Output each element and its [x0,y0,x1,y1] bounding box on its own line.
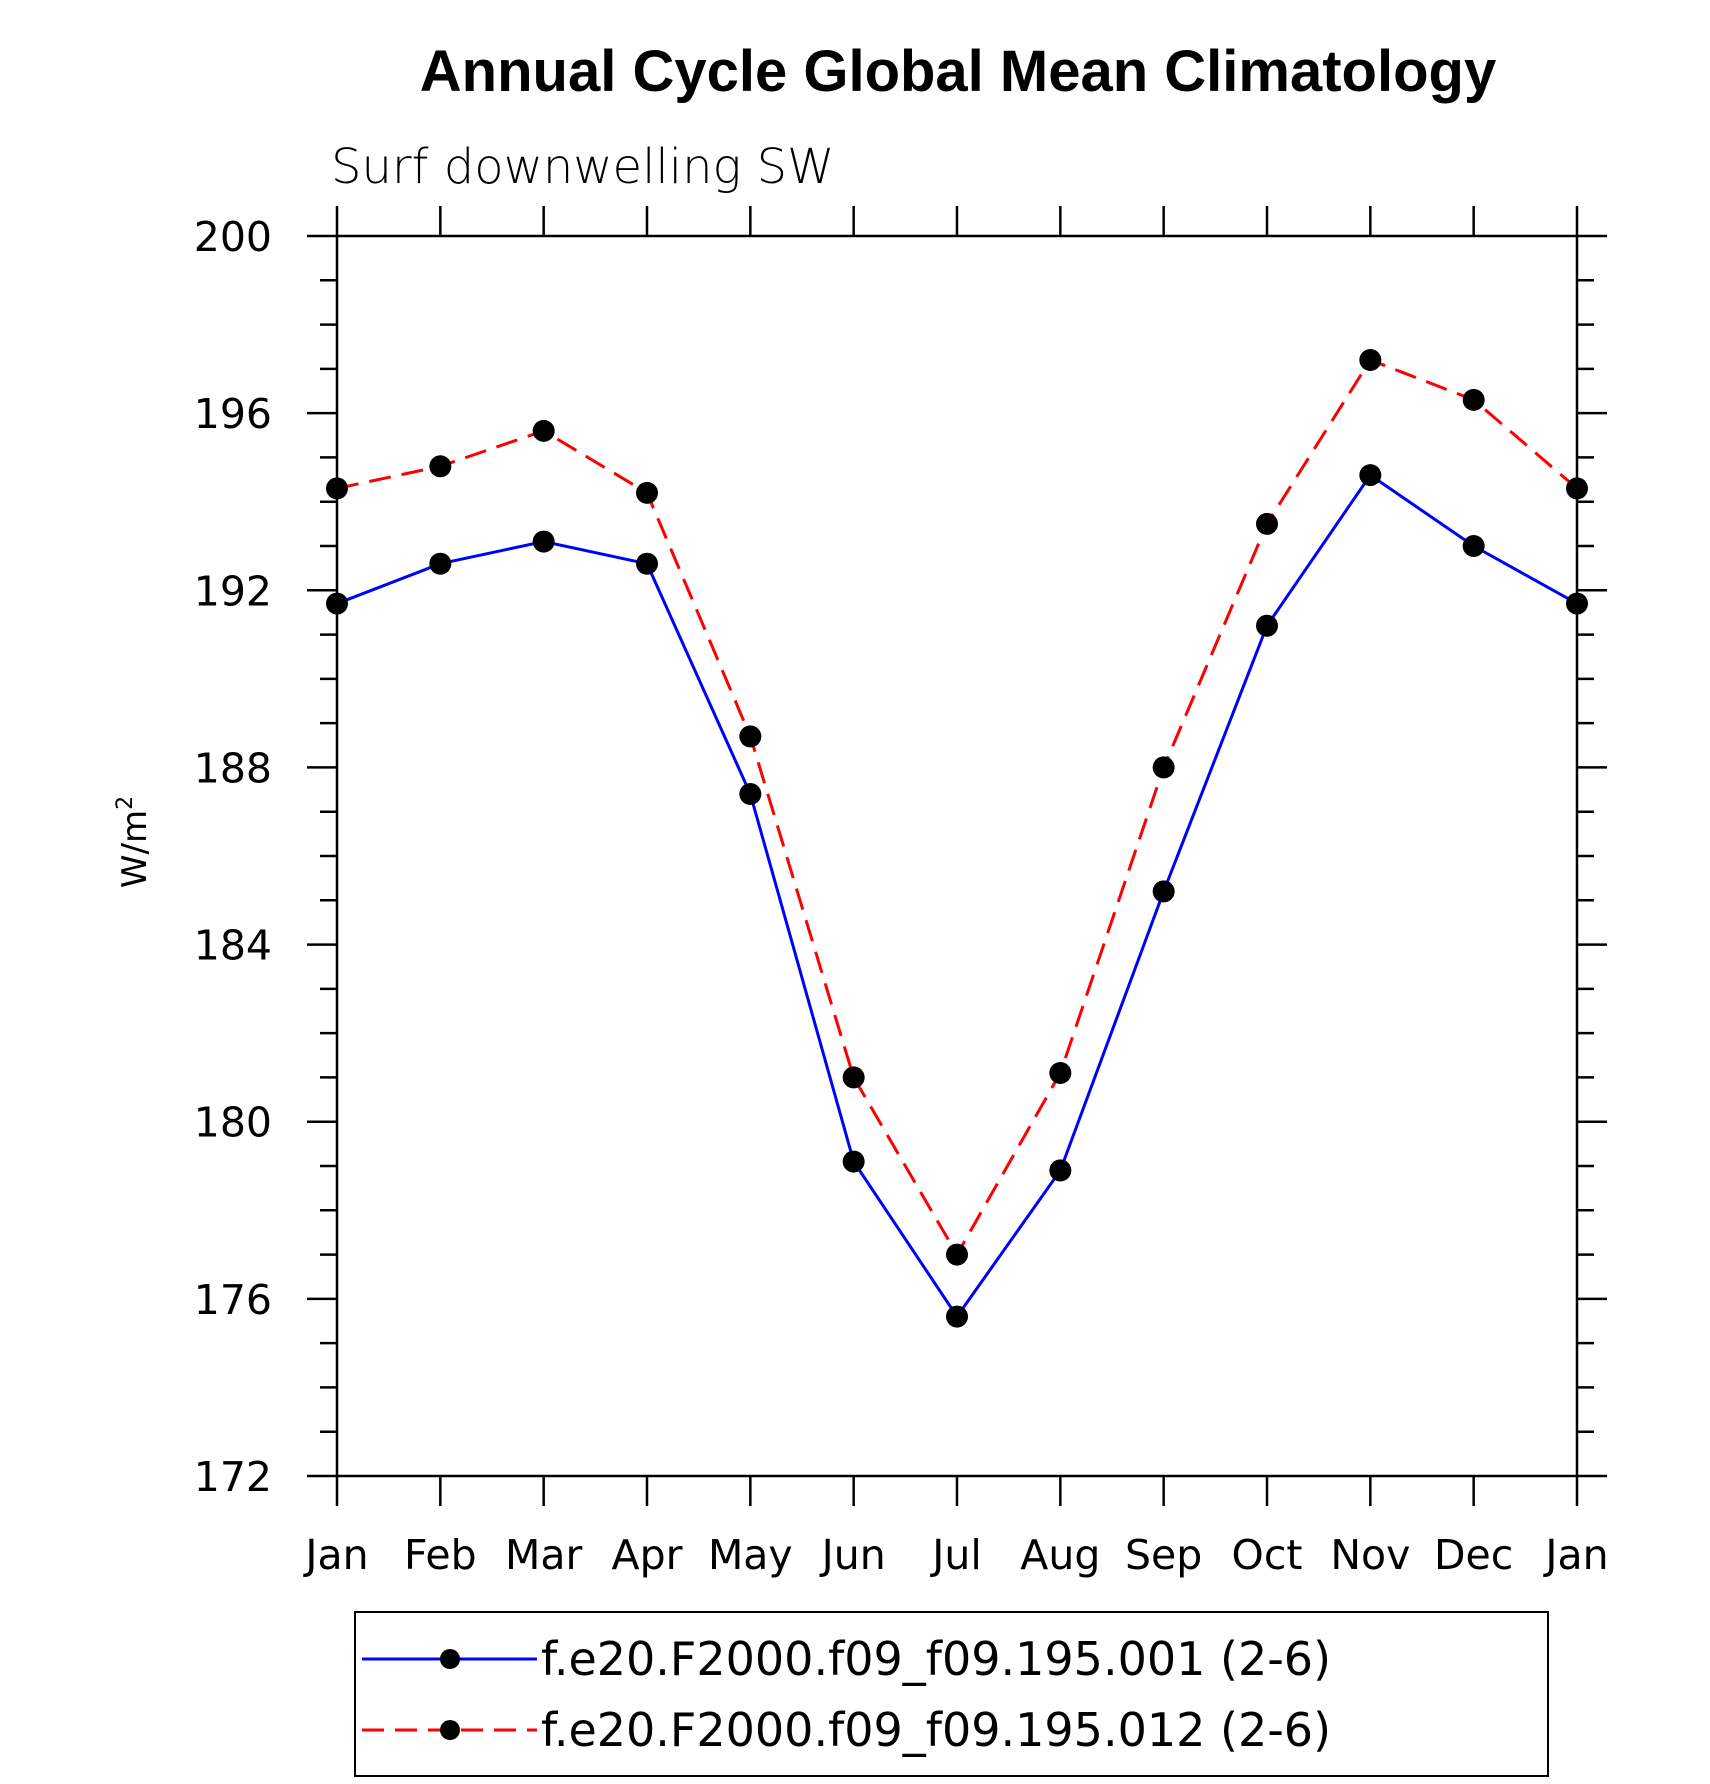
series-1-point [532,530,555,553]
series-1-point [429,552,452,575]
x-tick-label: Jul [929,1531,981,1579]
series-2-point [1152,756,1175,779]
x-tick-label: Jan [302,1531,368,1579]
series-line-2 [336,358,1578,1258]
series-2-point [636,481,658,504]
chart-title: Annual Cycle Global Mean Climatology [420,39,1496,104]
series-2-point [326,477,348,500]
series-2-point [842,1066,865,1089]
x-tick-label: May [708,1531,793,1579]
x-tick-label: Oct [1232,1531,1303,1579]
series-2-point [1049,1062,1072,1084]
x-tick-label: Feb [404,1531,477,1579]
y-tick-label: 188 [194,744,272,792]
series-2-point [1566,477,1588,500]
legend-label-1: f.e20.F2000.f09_f09.195.001 (2-6) [541,1632,1331,1686]
x-tick-label: Jan [1542,1531,1608,1579]
x-tick-label: Nov [1330,1531,1410,1579]
y-axis-label-text: W/m [115,810,155,888]
y-tick-label: 176 [194,1276,272,1324]
y-tick-label: 172 [194,1453,272,1501]
y-tick-label: 200 [194,213,272,261]
legend-label-2: f.e20.F2000.f09_f09.195.012 (2-6) [541,1703,1331,1757]
series-1-point [1256,614,1278,637]
legend-box [354,1611,1549,1777]
series-1-point [946,1305,968,1328]
series-line-1 [336,473,1578,1320]
series-1-point [739,783,762,805]
series-1-point [326,592,348,615]
legend-entry-2: f.e20.F2000.f09_f09.195.012 (2-6) [362,1703,1331,1757]
axis-tick-labels: 172 176 180 184 188 192 196 200 Jan Feb Mar Apr May J… [194,213,1609,1579]
series-2-point [429,455,452,478]
plot-area-frame [335,234,1579,1478]
x-tick-label: Apr [612,1531,683,1579]
x-tick-label: Dec [1434,1531,1513,1579]
series-2-point [1359,349,1382,371]
y-axis-label: W/m2 [113,796,155,888]
data-series [326,349,1588,1328]
series-1-point [636,552,658,575]
y-tick-label: 192 [194,567,272,615]
x-tick-label: Mar [505,1531,582,1579]
series-1-point [1152,880,1175,903]
y-tick-label: 184 [194,922,272,970]
y-tick-label: 196 [194,390,272,438]
series-2-point [946,1243,968,1266]
series-1-point [1359,464,1382,487]
legend-marker-1 [440,1649,460,1669]
x-tick-label: Aug [1020,1531,1100,1579]
y-axis-label-superscript: 2 [113,796,138,810]
series-2-point [1256,512,1278,535]
x-tick-label: Jun [819,1531,886,1579]
legend: f.e20.F2000.f09_f09.195.001 (2-6) f.e20.… [354,1611,1549,1777]
x-tick-label: Sep [1125,1531,1202,1579]
y-tick-label: 180 [194,1099,272,1147]
chart-subtitle: Surf downwelling SW [331,139,835,195]
svg-text:W/m2: W/m2 [113,796,155,888]
legend-entry-1: f.e20.F2000.f09_f09.195.001 (2-6) [362,1632,1331,1686]
series-1-point [1566,592,1588,615]
series-2-point [532,419,555,442]
legend-marker-2 [440,1720,460,1740]
series-1-point [1462,535,1485,557]
series-1-point [1049,1159,1072,1182]
axis-ticks [307,206,1607,1506]
series-1-point [842,1150,865,1173]
series-2-point [739,725,762,748]
series-2-point [1462,388,1485,411]
